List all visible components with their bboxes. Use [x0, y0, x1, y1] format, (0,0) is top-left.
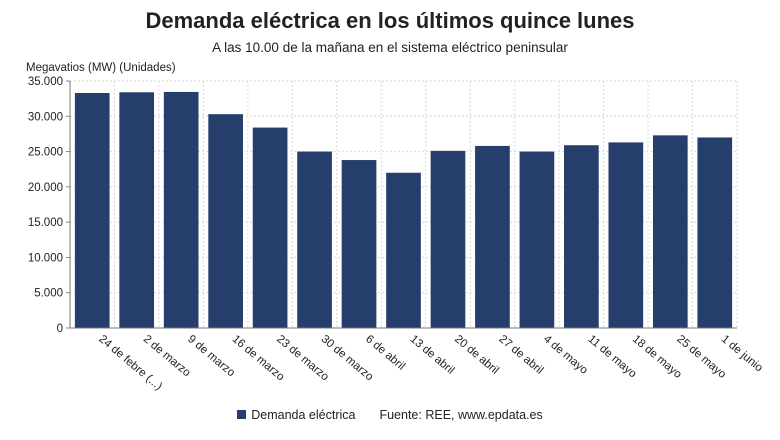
x-tick-label: 20 de abril [452, 333, 501, 377]
y-tick-label: 25.000 [28, 147, 63, 159]
x-tick-label: 6 de abril [363, 333, 407, 373]
bar [163, 91, 199, 328]
bar [74, 92, 110, 328]
y-axis-label: Megavatios (MW) (Unidades) [26, 62, 176, 74]
bar [297, 151, 332, 328]
y-tick-label: 30.000 [28, 111, 63, 123]
bar [119, 92, 155, 328]
x-tick-label: 27 de abril [497, 333, 546, 377]
y-tick-label: 10.000 [28, 252, 63, 264]
bar [430, 150, 466, 328]
bar [519, 151, 555, 328]
bar [341, 160, 377, 328]
y-tick-label: 20.000 [28, 182, 63, 194]
source-text: Fuente: REE, www.epdata.es [379, 408, 543, 422]
bar [252, 127, 288, 328]
bar [564, 145, 599, 328]
bar [386, 172, 421, 328]
chart-footer: Demanda eléctrica Fuente: REE, www.epdata… [0, 408, 780, 422]
legend-swatch [237, 410, 247, 419]
chart-subtitle: A las 10.00 de la mañana en el sistema e… [212, 40, 568, 55]
x-tick-label: 1 de junio [719, 333, 765, 374]
x-tick-label: 9 de marzo [185, 333, 237, 379]
bar [697, 137, 733, 328]
legend-label: Demanda eléctrica [251, 408, 356, 422]
x-tick-label: 13 de abril [408, 333, 457, 377]
bar [608, 142, 644, 328]
y-tick-label: 35.000 [28, 76, 63, 88]
y-tick-label: 15.000 [28, 217, 63, 229]
y-tick-label: 0 [57, 323, 63, 335]
y-tick-label: 5.000 [34, 288, 63, 300]
x-tick-label: 4 de mayo [541, 333, 590, 377]
bar [475, 145, 510, 328]
bar [208, 114, 243, 328]
bar [652, 135, 688, 328]
chart-title: Demanda eléctrica en los últimos quince … [145, 8, 635, 33]
